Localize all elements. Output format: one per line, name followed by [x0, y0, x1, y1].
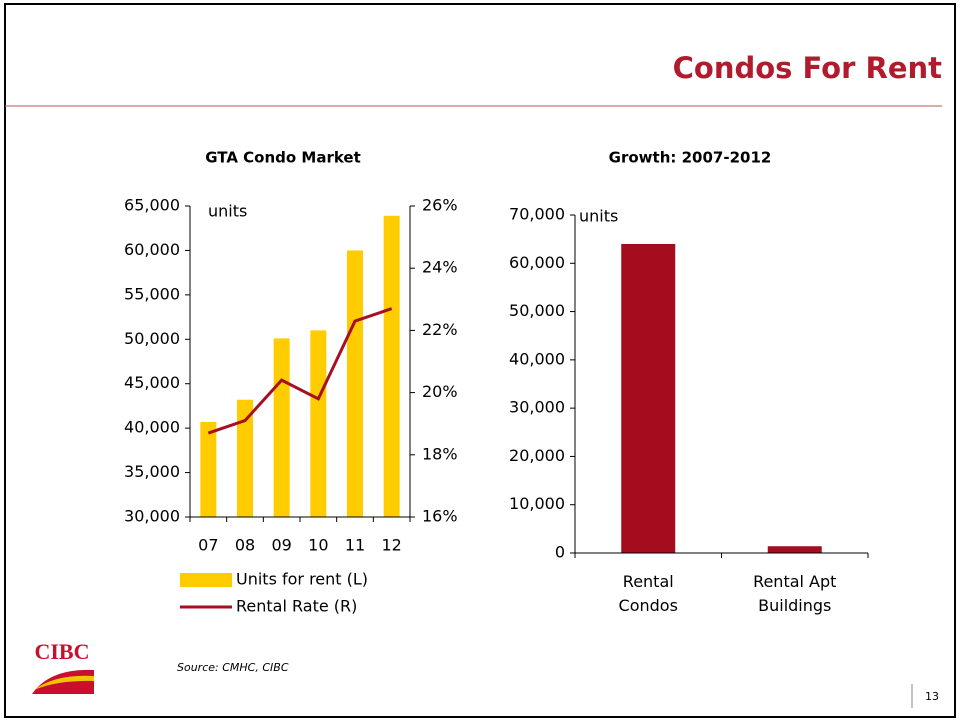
y-tick-label: 70,000: [509, 205, 565, 224]
legend-swatch: [180, 573, 232, 587]
x-tick-label: 11: [345, 536, 365, 555]
x-tick-label: 09: [271, 536, 291, 555]
y2-tick-label: 22%: [422, 320, 458, 339]
y-tick-label: 50,000: [124, 329, 180, 348]
y2-tick-label: 16%: [422, 507, 458, 526]
annotation: units: [579, 207, 618, 226]
y-tick-label: 10,000: [509, 494, 565, 513]
logo: CIBC: [34, 639, 89, 664]
y-tick-label: 40,000: [124, 418, 180, 437]
y-tick-label: 35,000: [124, 462, 180, 481]
legend-label: Units for rent (L): [236, 570, 368, 589]
bar: [200, 421, 217, 517]
chart-title: GTA Condo Market: [205, 149, 361, 167]
logo-swoosh: [34, 675, 94, 690]
x-tick-label: 07: [198, 536, 218, 555]
y-tick-label: 30,000: [124, 507, 180, 526]
y-tick-label: 60,000: [124, 240, 180, 259]
x-tick-label: Rental Condos: [618, 572, 678, 615]
legend-label: Rental Rate (R): [236, 597, 357, 616]
y-tick-label: 0: [555, 543, 565, 562]
y-tick-label: 60,000: [509, 253, 565, 272]
x-tick-label: 10: [308, 536, 328, 555]
y2-tick-label: 24%: [422, 258, 458, 277]
bar: [383, 215, 400, 517]
page-number: 13: [925, 690, 939, 703]
x-tick-label: 12: [381, 536, 401, 555]
y2-tick-label: 20%: [422, 382, 458, 401]
chart-title: Growth: 2007-2012: [609, 149, 772, 167]
bar: [767, 546, 822, 553]
bar: [310, 330, 327, 517]
bar: [237, 399, 253, 517]
y-tick-label: 65,000: [124, 196, 180, 215]
y2-tick-label: 18%: [422, 444, 458, 463]
y-tick-label: 50,000: [509, 301, 565, 320]
bar: [621, 243, 676, 553]
y-tick-label: 40,000: [509, 349, 565, 368]
slide-title: Condos For Rent: [673, 51, 942, 85]
y-tick-label: 55,000: [124, 284, 180, 303]
frame: [4, 3, 956, 718]
bar: [347, 250, 363, 517]
y-tick-label: 30,000: [509, 398, 565, 417]
line: [207, 307, 393, 435]
annotation: units: [208, 202, 247, 221]
source: Source: CMHC, CIBC: [177, 661, 289, 674]
y-tick-label: 45,000: [124, 373, 180, 392]
bar: [273, 338, 290, 517]
y2-tick-label: 26%: [422, 196, 458, 215]
y-tick-label: 20,000: [509, 446, 565, 465]
x-tick-label: 08: [235, 536, 255, 555]
x-tick-label: Rental Apt Buildings: [753, 572, 837, 615]
